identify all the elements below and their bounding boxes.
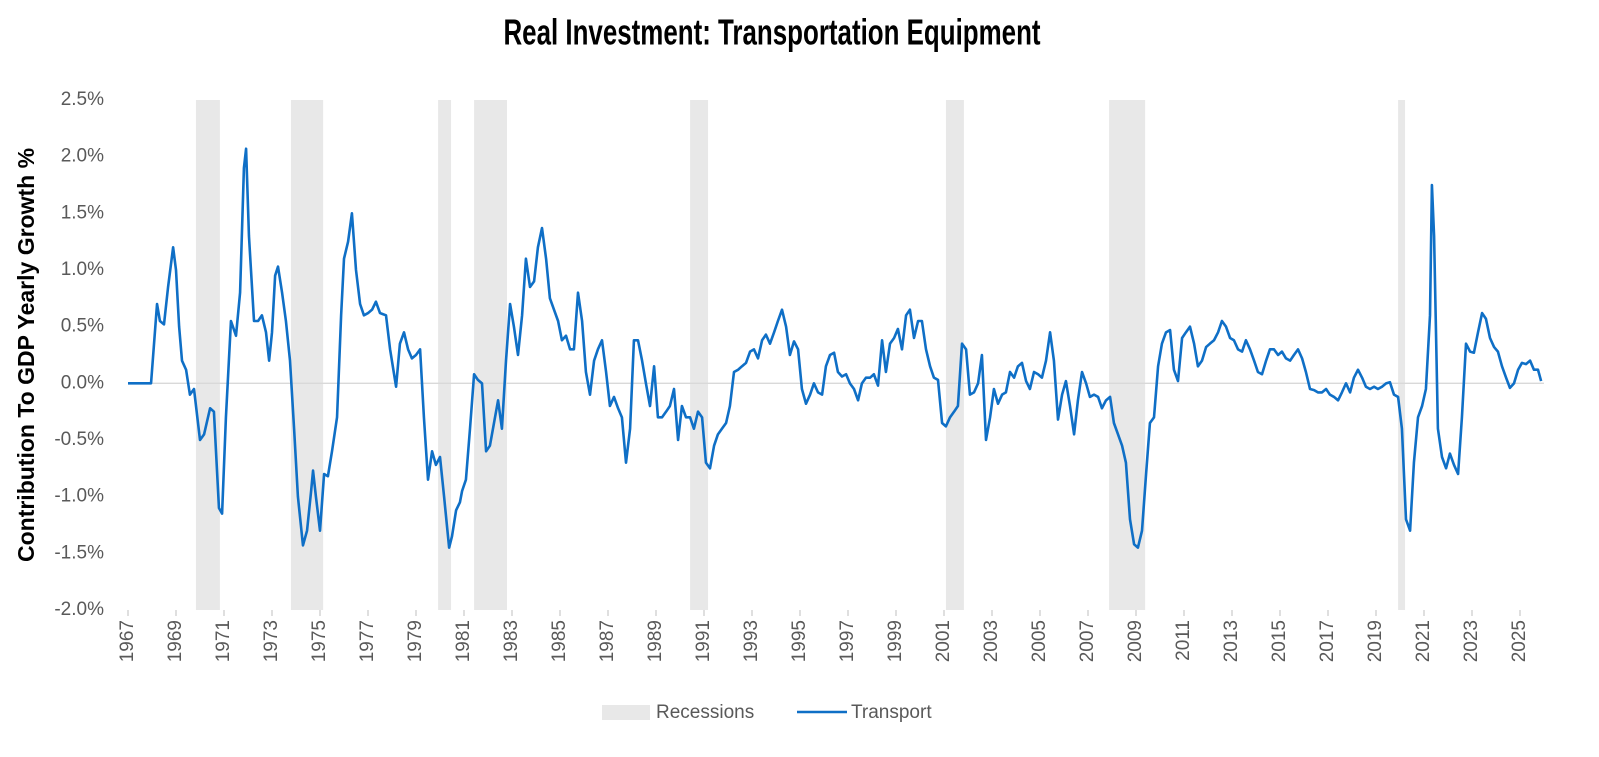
y-tick-label: 2.5%: [61, 89, 104, 110]
x-tick-label: 1993: [741, 620, 762, 662]
x-tick-label: 2011: [1173, 620, 1194, 661]
chart-title: Real Investment: Transportation Equipmen…: [503, 12, 1041, 52]
legend-swatch: [602, 705, 650, 720]
recession-band: [690, 100, 709, 610]
x-tick-label: 2003: [981, 620, 1002, 662]
x-tick-label: 2023: [1461, 620, 1482, 662]
recession-band: [195, 100, 220, 610]
lines: [128, 147, 1543, 549]
x-tick-label: 1979: [405, 620, 426, 662]
y-tick-label: 0.5%: [61, 316, 104, 337]
x-tick-label: 1975: [309, 620, 330, 662]
recession-bands: [195, 100, 1406, 610]
x-tick-label: 1991: [693, 620, 714, 662]
recession-band: [438, 100, 452, 610]
axes: 2.5% 2.0% 1.5% 1.0% 0.5% 0.0% -0.5% -1.0% -1.5% -…: [54, 89, 1544, 662]
recession-band: [945, 100, 964, 610]
y-tick-label: -0.5%: [54, 429, 104, 450]
x-tick-label: 2001: [933, 620, 954, 662]
x-tick-label: 1973: [261, 620, 282, 662]
y-tick-label: -1.0%: [54, 486, 104, 507]
x-tick-label: 1971: [213, 620, 234, 662]
x-tick-label: 2007: [1077, 620, 1098, 662]
recession-band: [1109, 100, 1146, 610]
y-tick-label: -2.0%: [54, 599, 104, 620]
x-tick-label: 2017: [1317, 620, 1338, 662]
y-tick-label: 1.5%: [61, 202, 104, 223]
x-tick-label: 2021: [1413, 620, 1434, 662]
x-tick-label: 2013: [1221, 620, 1242, 662]
recession-band: [474, 100, 507, 610]
x-tick-label: 1981: [453, 620, 474, 662]
x-tick-label: 2025: [1509, 620, 1530, 662]
x-tick-label: 2009: [1125, 620, 1146, 662]
y-axis-label: Contribution To GDP Yearly Growth %: [13, 148, 39, 562]
x-tick-label: 1967: [117, 620, 138, 662]
x-tick-label: 1999: [885, 620, 906, 662]
y-tick-label: 2.0%: [61, 146, 104, 167]
legend: Recessions Transport: [602, 702, 932, 723]
x-tick-label: 1989: [645, 620, 666, 662]
recession-band: [1398, 100, 1406, 610]
x-tick-label: 1969: [165, 620, 186, 662]
legend-label: Recessions: [656, 702, 754, 723]
x-tick-label: 2005: [1029, 620, 1050, 662]
y-tick-label: -1.5%: [54, 542, 104, 563]
x-tick-label: 1997: [837, 620, 858, 662]
y-tick-label: 0.0%: [61, 372, 104, 393]
x-tick-label: 2019: [1365, 620, 1386, 662]
series-line: [128, 147, 1543, 549]
x-tick-label: 1987: [597, 620, 618, 662]
x-tick-label: 2015: [1269, 620, 1290, 662]
x-tick-label: 1977: [357, 620, 378, 662]
x-tick-label: 1983: [501, 620, 522, 662]
x-tick-label: 1985: [549, 620, 570, 662]
x-tick-label: 1995: [789, 620, 810, 662]
y-tick-label: 1.0%: [61, 259, 104, 280]
legend-label: Transport: [851, 702, 932, 723]
